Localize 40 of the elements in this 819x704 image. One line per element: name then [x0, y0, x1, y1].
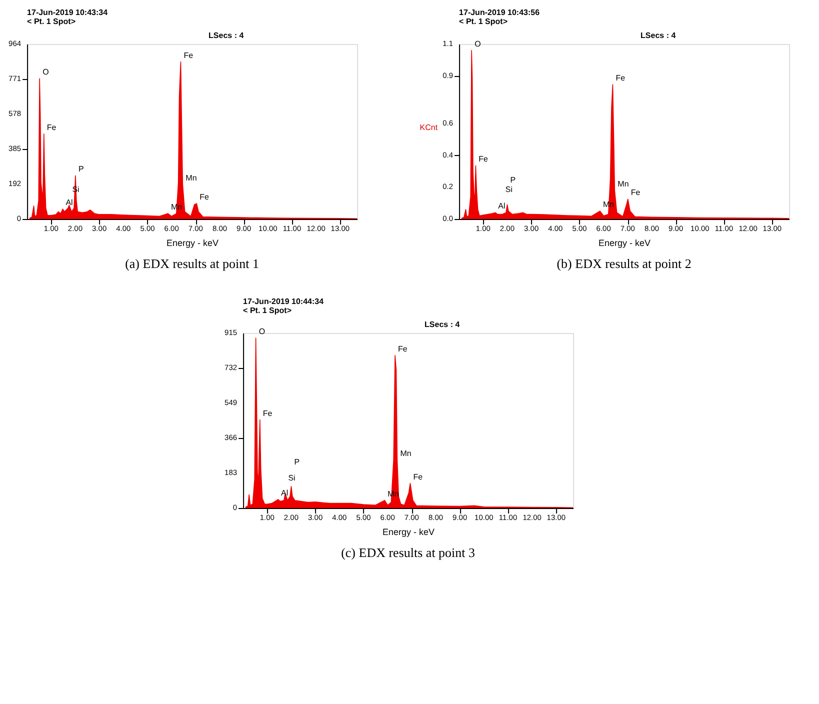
- annotation: Mn: [400, 449, 412, 458]
- chart-subtitle: < Pt. 1 Spot>: [27, 17, 76, 26]
- annotation: Fe: [262, 408, 273, 418]
- annotation: P: [78, 164, 84, 174]
- annotation: P: [510, 176, 516, 185]
- annotation: Fe: [46, 122, 57, 132]
- annotation: O: [258, 326, 266, 336]
- annotation: P: [294, 457, 300, 466]
- annotation: Al: [280, 488, 288, 498]
- annotation: Al: [498, 202, 506, 211]
- annotation: Fe: [616, 74, 626, 83]
- chart-title: 17-Jun-2019 10:43:34: [27, 8, 108, 17]
- annotation: Fe: [630, 188, 641, 198]
- annotation: Fe: [184, 50, 194, 60]
- y-axis-title: KCnt: [420, 123, 438, 132]
- annotation: Si: [505, 185, 513, 194]
- annotation: Fe: [478, 154, 489, 164]
- annotation: Fe: [413, 472, 424, 482]
- chart-subtitle: < Pt. 1 Spot>: [459, 17, 508, 26]
- annotation: Fe: [200, 192, 210, 202]
- text: LSecs : 4: [208, 31, 244, 40]
- text: (b) EDX results at point 2: [556, 256, 692, 271]
- chart-title: 17-Jun-2019 10:43:56: [459, 8, 540, 17]
- text: (c) EDX results at point 3: [341, 545, 476, 560]
- annotation: O: [42, 67, 49, 76]
- chart-title: 17-Jun-2019 10:44:34: [243, 297, 324, 306]
- text: LSecs : 4: [640, 31, 676, 40]
- annotation: Si: [288, 474, 296, 483]
- annotation: O: [474, 39, 481, 48]
- annotation: Mn: [618, 179, 629, 188]
- x-axis-title: Energy - keV: [382, 527, 435, 537]
- x-axis-title: Energy - keV: [598, 238, 651, 248]
- chart-subtitle: < Pt. 1 Spot>: [243, 306, 292, 315]
- annotation: Mn: [186, 174, 197, 183]
- text: LSecs : 4: [424, 320, 460, 329]
- annotation: Mn: [602, 200, 614, 210]
- x-axis-title: Energy - keV: [166, 238, 219, 248]
- annotation: Al: [66, 198, 74, 208]
- text: (a) EDX results at point 1: [125, 256, 260, 271]
- annotation: Fe: [398, 344, 408, 354]
